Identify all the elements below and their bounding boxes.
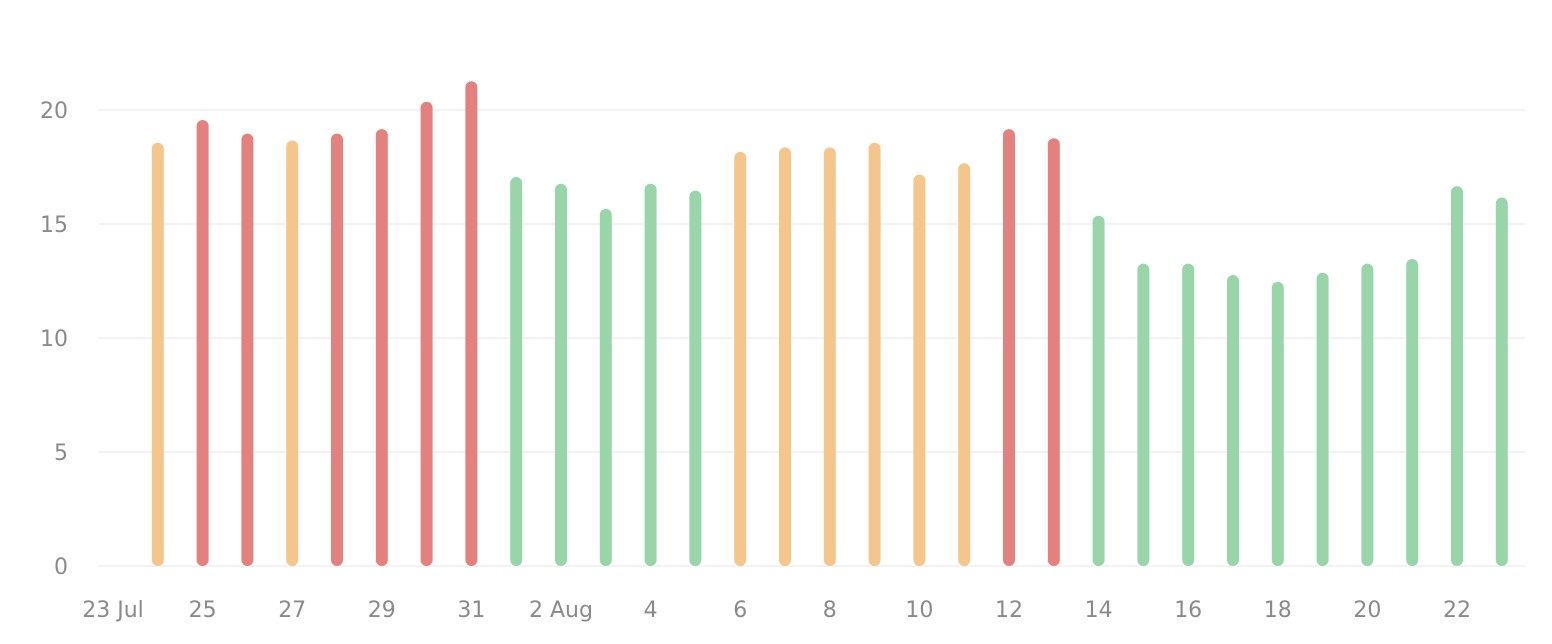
x-tick-label: 14 <box>1085 598 1113 623</box>
bar <box>1092 215 1105 566</box>
bar <box>1316 272 1329 566</box>
y-axis: 0 5 10 15 20 <box>40 99 68 580</box>
bar <box>151 142 164 566</box>
y-tick-label: 5 <box>54 441 68 466</box>
bar <box>1227 275 1239 566</box>
x-tick-label: 20 <box>1353 598 1381 623</box>
bar <box>913 174 926 566</box>
bar <box>1495 197 1508 567</box>
x-axis: 23 Jul 25 27 29 31 2 Aug 4 6 8 10 12 14 16 18 20 22 <box>82 598 1471 623</box>
x-tick-label: 31 <box>457 598 485 623</box>
bar <box>286 140 299 567</box>
bar <box>734 151 747 566</box>
bar <box>1137 263 1150 566</box>
bar <box>958 163 971 566</box>
y-tick-label: 0 <box>54 555 68 580</box>
bar <box>1361 263 1374 566</box>
x-tick-label: 12 <box>995 598 1023 623</box>
bar <box>1182 263 1195 566</box>
bar <box>420 101 433 566</box>
x-tick-label: 18 <box>1264 598 1292 623</box>
y-tick-label: 20 <box>40 99 68 124</box>
bar <box>779 147 791 566</box>
y-tick-label: 15 <box>40 213 68 238</box>
bar <box>868 142 881 566</box>
y-tick-label: 10 <box>40 327 68 352</box>
bar <box>1271 281 1284 566</box>
bar <box>331 133 343 566</box>
bar <box>644 183 657 567</box>
x-tick-label: 4 <box>644 598 658 623</box>
bar <box>689 190 702 566</box>
x-tick-label: 25 <box>189 598 217 623</box>
bar <box>1003 129 1015 566</box>
x-tick-label: 10 <box>905 598 933 623</box>
x-tick-label: 27 <box>278 598 306 623</box>
bar <box>1451 186 1463 566</box>
bar <box>1047 138 1060 566</box>
bar <box>196 119 209 567</box>
bar <box>823 147 836 566</box>
bar <box>465 81 478 566</box>
x-tick-label: 16 <box>1174 598 1202 623</box>
bar <box>1406 259 1419 566</box>
bar <box>555 183 567 567</box>
bar <box>241 133 254 566</box>
x-tick-label: 6 <box>733 598 747 623</box>
gridlines <box>98 109 1525 567</box>
bar <box>599 208 612 566</box>
bar <box>510 176 523 566</box>
x-tick-label: 29 <box>368 598 396 623</box>
x-tick-label: 8 <box>823 598 837 623</box>
bar <box>375 129 388 566</box>
x-tick-label: 2 Aug <box>529 598 593 623</box>
x-tick-label: 22 <box>1443 598 1471 623</box>
x-tick-label: 23 Jul <box>82 598 144 623</box>
bars <box>151 81 1508 567</box>
